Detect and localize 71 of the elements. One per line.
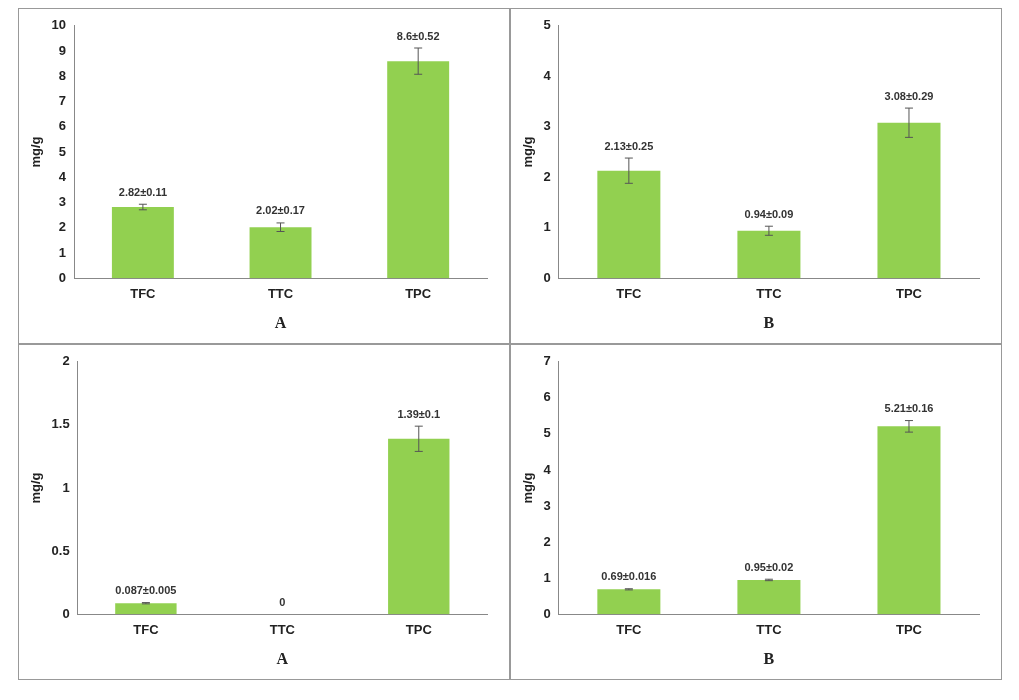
y-tick-label: 0	[543, 269, 551, 285]
x-tick-label: TTC	[269, 621, 296, 637]
bar	[111, 207, 174, 279]
x-tick-label: TPC	[895, 285, 923, 301]
y-tick-label: 1	[543, 219, 551, 235]
y-tick-label: 10	[51, 17, 66, 33]
bar	[736, 230, 800, 279]
data-label: 1.39±0.1	[396, 407, 440, 420]
data-label: 2.13±0.25	[603, 139, 653, 152]
x-tick-label: TPC	[404, 285, 432, 301]
data-label: 0.69±0.016	[600, 570, 656, 583]
bar	[596, 170, 660, 279]
y-axis-title: mg/g	[27, 472, 43, 504]
y-tick-label: 8	[58, 67, 66, 83]
data-label: 0.087±0.005	[114, 584, 176, 597]
x-tick-label: TFC	[615, 621, 642, 637]
y-tick-label: 0	[58, 269, 66, 285]
data-label: 0	[278, 595, 285, 608]
y-tick-label: 9	[58, 42, 66, 58]
bar	[596, 589, 660, 615]
x-axis-title: A	[274, 313, 287, 331]
data-label: 8.6±0.52	[396, 29, 440, 42]
data-label: 0.95±0.02	[743, 560, 793, 573]
y-tick-label: 0	[543, 605, 551, 621]
y-tick-label: 2	[543, 533, 551, 549]
data-label: 2.82±0.11	[118, 185, 167, 198]
y-tick-label: 3	[58, 194, 66, 210]
x-tick-label: TPC	[405, 621, 432, 637]
y-axis-title: mg/g	[27, 136, 43, 168]
y-axis-title: mg/g	[519, 472, 535, 504]
y-tick-label: 1	[543, 569, 551, 585]
data-label: 5.21±0.16	[884, 402, 933, 415]
bar	[736, 579, 800, 615]
x-tick-label: TPC	[895, 621, 923, 637]
x-tick-label: TTC	[755, 285, 782, 301]
x-tick-label: TTC	[755, 621, 782, 637]
x-axis-title: B	[763, 649, 775, 667]
y-tick-label: 6	[58, 118, 66, 134]
y-tick-label: 1	[58, 244, 66, 260]
y-tick-label: 0.5	[51, 542, 70, 558]
x-tick-label: TFC	[129, 285, 156, 301]
x-tick-label: TFC	[615, 285, 642, 301]
y-tick-label: 1	[61, 479, 70, 495]
x-axis-title: A	[276, 649, 289, 667]
bar	[876, 426, 940, 615]
y-tick-label: 0	[61, 605, 70, 621]
bar	[249, 227, 311, 279]
x-axis-title: B	[763, 313, 775, 331]
y-tick-label: 4	[58, 168, 67, 184]
y-tick-label: 2	[58, 219, 66, 235]
y-axis-title: mg/g	[519, 136, 535, 168]
y-tick-label: 2	[61, 353, 70, 369]
y-tick-label: 7	[58, 93, 66, 109]
bar	[386, 61, 449, 279]
y-tick-label: 3	[543, 118, 551, 134]
data-label: 2.02±0.17	[255, 204, 305, 217]
y-tick-label: 1.5	[51, 416, 70, 432]
y-tick-label: 4	[543, 461, 552, 477]
x-tick-label: TFC	[132, 621, 159, 637]
y-tick-label: 5	[543, 17, 551, 33]
y-tick-label: 5	[58, 143, 66, 159]
x-tick-label: TTC	[267, 285, 294, 301]
y-tick-label: 6	[543, 389, 551, 405]
data-label: 0.94±0.09	[743, 207, 793, 220]
y-tick-label: 2	[543, 168, 551, 184]
y-tick-label: 7	[543, 353, 551, 369]
y-tick-label: 3	[543, 497, 551, 513]
y-tick-label: 4	[543, 67, 552, 83]
data-label: 3.08±0.29	[884, 89, 933, 102]
y-tick-label: 5	[543, 425, 551, 441]
bar	[876, 122, 940, 279]
